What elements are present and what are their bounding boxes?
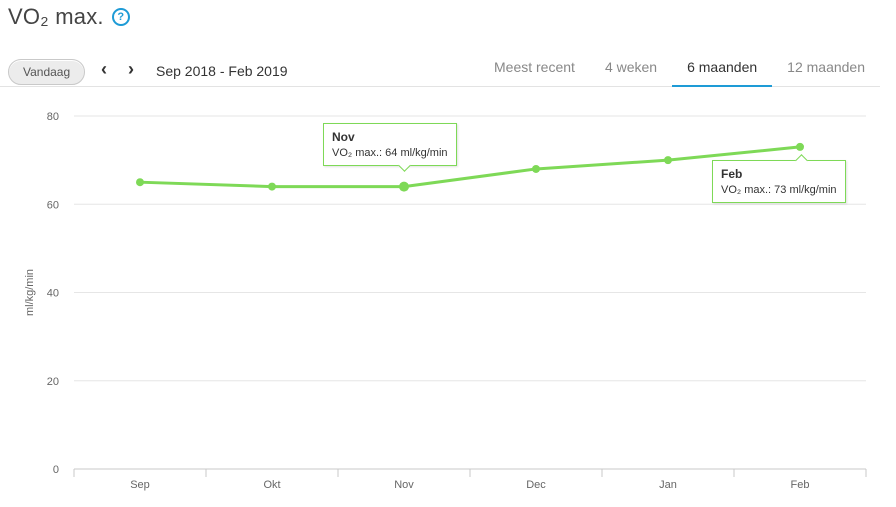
tooltip-title: Feb xyxy=(721,166,743,181)
title-row: VO₂ max. ? xyxy=(8,4,130,30)
x-tick-label: Okt xyxy=(263,479,280,491)
tooltip-title: Nov xyxy=(332,129,355,144)
y-tick-label: 80 xyxy=(47,111,59,123)
series-line xyxy=(138,145,802,189)
tooltip-value: VO₂ max.: 73 ml/kg/min xyxy=(721,183,837,196)
chevron-right-icon[interactable]: › xyxy=(128,59,134,79)
period-tabs: Meest recent 4 weken 6 maanden 12 maande… xyxy=(479,52,880,87)
tooltip-nov: Nov VO₂ max.: 64 ml/kg/min xyxy=(323,122,457,172)
today-button[interactable]: Vandaag xyxy=(8,59,86,85)
y-tick-label: 0 xyxy=(53,464,59,476)
x-tick-label: Feb xyxy=(791,479,810,491)
data-point xyxy=(136,178,144,187)
tab-meest-recent[interactable]: Meest recent xyxy=(494,59,575,75)
help-circle-icon[interactable]: ? xyxy=(111,8,130,26)
x-tick-label: Dec xyxy=(526,479,546,491)
data-point xyxy=(664,156,672,165)
chevron-left-icon[interactable]: ‹ xyxy=(101,59,107,79)
page-title: VO₂ max. xyxy=(8,4,104,29)
y-tick-label: 20 xyxy=(47,376,59,388)
data-point xyxy=(796,142,804,151)
tab-6-maanden[interactable]: 6 maanden xyxy=(672,52,773,87)
tab-12-maanden[interactable]: 12 maanden xyxy=(787,59,865,75)
tooltip-value: VO₂ max.: 64 ml/kg/min xyxy=(332,146,448,159)
y-tick-label: 60 xyxy=(47,199,59,211)
y-axis-label: ml/kg/min xyxy=(24,269,36,316)
x-tick-label: Jan xyxy=(659,479,677,491)
data-point xyxy=(532,164,540,173)
y-tick-label: 40 xyxy=(47,288,59,300)
toolbar: Vandaag ‹ › Sep 2018 - Feb 2019 Meest re… xyxy=(0,52,880,87)
data-point xyxy=(399,181,409,192)
tooltip-feb: Feb VO₂ max.: 73 ml/kg/min xyxy=(712,154,846,203)
data-point xyxy=(268,182,276,191)
date-range-label: Sep 2018 - Feb 2019 xyxy=(156,63,288,79)
x-tick-label: Nov xyxy=(394,479,414,491)
tab-4-weken[interactable]: 4 weken xyxy=(604,59,658,75)
x-tick-label: Sep xyxy=(130,479,150,491)
